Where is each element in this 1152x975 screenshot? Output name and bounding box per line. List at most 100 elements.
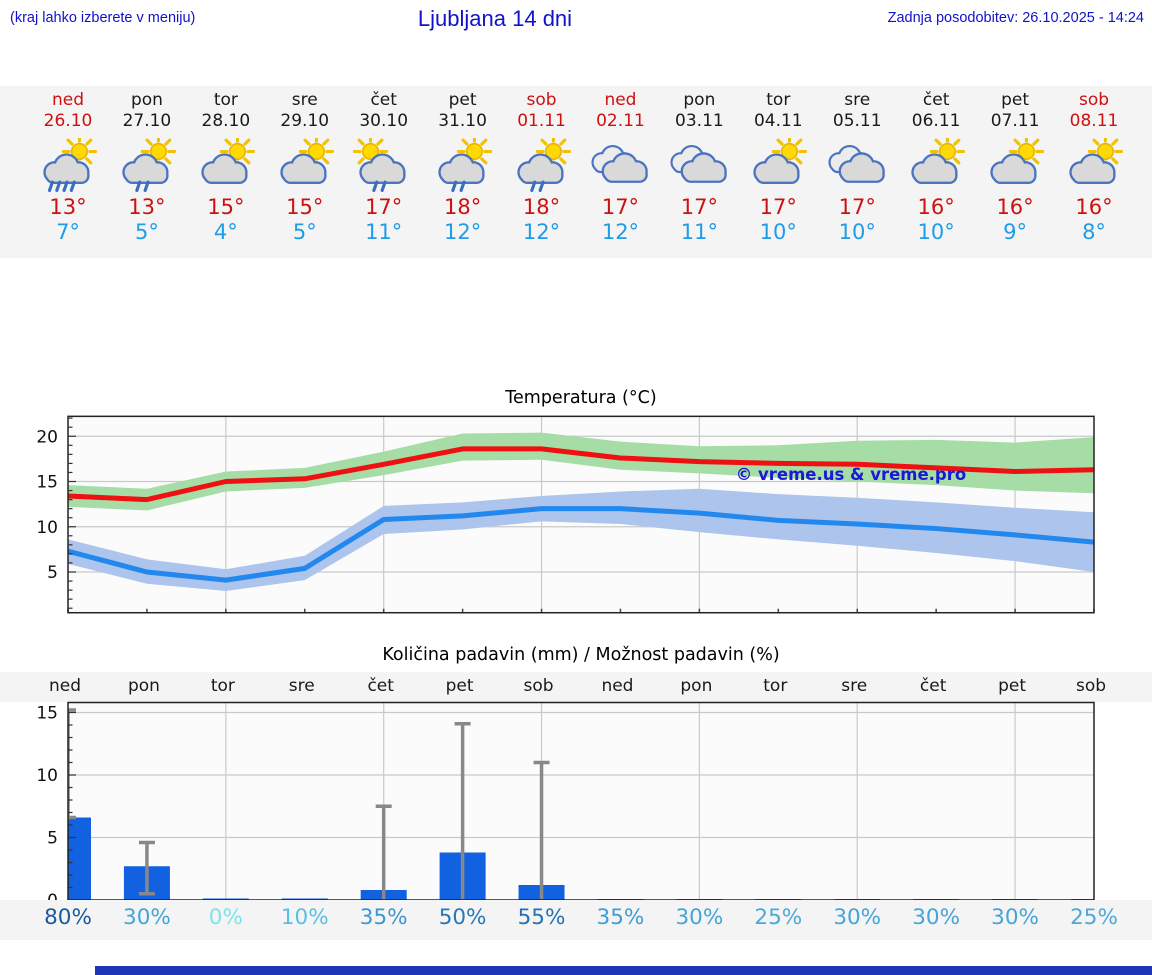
precip-probability: 30% [675, 905, 724, 930]
weather-icon-slot [736, 133, 820, 192]
day-column: sre 05.11 17° 10° [815, 90, 899, 245]
sun-cloud-icon [911, 133, 966, 184]
day-column: čet 30.10 17° 11° [342, 90, 426, 245]
weather-icon-slot [578, 138, 662, 192]
weather-icon-slot [263, 133, 347, 192]
day-column: ned 26.10 13° 7° [26, 90, 110, 245]
sun-cloud-rain-icon [122, 133, 176, 192]
high-temperature: 17° [601, 195, 640, 219]
sun-cloud-icon [990, 133, 1045, 184]
day-date: 01.11 [517, 111, 566, 131]
day-date: 02.11 [596, 111, 645, 131]
precip-day-label: tor [763, 676, 788, 696]
day-name: sre [844, 90, 871, 110]
weather-icon-slot [421, 133, 505, 192]
day-column: ned 02.11 17° 12° [578, 90, 662, 245]
precip-day-label: sre [841, 676, 868, 696]
precip-day-label-strip: ned pon tor sre čet pet sob ned pon tor sre čet pet s… [0, 672, 1152, 702]
cloudy-icon [828, 144, 885, 183]
day-name: čet [370, 90, 397, 110]
precip-probability: 30% [833, 905, 882, 930]
precip-y-tick-label: 0 [47, 891, 58, 908]
footer-bar [95, 966, 1152, 975]
precip-day-label: sob [523, 676, 554, 696]
precip-day-label: pet [998, 676, 1027, 696]
temperature-chart: 5 10 15 20 © vreme.us & vreme.pro [36, 415, 1095, 614]
high-temperature: 17° [759, 195, 797, 219]
low-temperature: 7° [56, 220, 80, 244]
precip-y-tick-label: 10 [36, 766, 58, 786]
day-name: pet [1001, 90, 1030, 110]
day-column: sob 08.11 16° 8° [1052, 90, 1136, 245]
last-update-text: Zadnja posodobitev: 26.10.2025 - 14:24 [887, 10, 1144, 26]
day-column: tor 28.10 15° 4° [184, 90, 268, 245]
day-date: 07.11 [990, 111, 1040, 131]
cloudy-icon [591, 144, 649, 183]
temp-y-tick-label: 5 [47, 563, 58, 583]
temp-y-tick-label: 20 [36, 427, 58, 447]
day-date: 05.11 [832, 111, 882, 131]
sun-cloud-icon [753, 133, 808, 184]
menu-hint-note: (kraj lahko izberete v meniju) [10, 10, 196, 26]
low-temperature: 10° [759, 220, 797, 244]
weather-icon-slot [500, 133, 584, 192]
low-temperature: 11° [680, 220, 718, 244]
day-date: 31.10 [438, 111, 487, 131]
day-column: tor 04.11 17° 10° [736, 90, 820, 245]
day-date: 06.11 [911, 111, 961, 131]
sun-cloud-rain-icon [516, 133, 571, 192]
weather-icon-slot [342, 133, 426, 192]
day-column: pon 27.10 13° 5° [105, 90, 189, 245]
day-date: 30.10 [359, 111, 409, 131]
precip-day-label: čet [367, 676, 394, 696]
high-temperature: 18° [522, 195, 561, 219]
precip-probability: 35% [359, 905, 408, 930]
high-temperature: 17° [680, 195, 718, 219]
high-temperature: 13° [128, 195, 166, 219]
high-temperature: 16° [996, 195, 1034, 219]
precip-probability: 50% [438, 905, 487, 930]
day-name: pon [130, 90, 163, 110]
day-column: pet 07.11 16° 9° [973, 90, 1057, 245]
weather-icon-slot [184, 133, 268, 192]
day-name: sob [526, 90, 557, 110]
high-temperature: 16° [917, 195, 955, 219]
sun-cloud-rain-heavy-icon [43, 133, 98, 192]
precip-bar [68, 817, 91, 900]
weather-icon-slot [894, 133, 978, 192]
precip-probability: 25% [1070, 905, 1118, 930]
low-temperature: 8° [1082, 220, 1106, 244]
day-column: sob 01.11 18° 12° [500, 90, 584, 245]
low-temperature: 5° [292, 220, 317, 244]
day-date: 28.10 [201, 111, 251, 131]
low-temperature: 10° [838, 220, 876, 244]
high-temperature: 16° [1075, 195, 1113, 219]
day-column: čet 06.11 16° 10° [894, 90, 978, 245]
high-temperature: 17° [365, 195, 403, 219]
precip-probability: 55% [517, 905, 566, 930]
precip-probability: 30% [123, 905, 171, 930]
sun-cloud-rain-icon [437, 133, 492, 192]
precip-probability: 10% [280, 905, 329, 930]
day-date: 08.11 [1069, 111, 1119, 131]
weather-icon-slot [26, 133, 110, 192]
low-temperature: 12° [522, 220, 561, 244]
low-temperature: 11° [365, 220, 403, 244]
precip-day-label: pon [127, 676, 160, 696]
high-temperature: 15° [207, 195, 245, 219]
precip-day-label: ned [48, 676, 82, 696]
high-temperature: 15° [286, 195, 324, 219]
precipitation-chart-title: Količina padavin (mm) / Možnost padavin … [382, 645, 780, 665]
sun-cloud-icon [201, 133, 255, 184]
high-temperature: 17° [838, 195, 876, 219]
day-name: ned [51, 90, 85, 110]
precip-y-tick-label: 15 [36, 704, 58, 724]
temperature-chart-title: Temperatura (°C) [505, 388, 657, 408]
weather-icon-slot [105, 133, 189, 192]
precip-probability: 25% [754, 905, 803, 930]
watermark-text: © vreme.us & vreme.pro [736, 465, 966, 484]
sun-cloud-icon [280, 133, 334, 184]
precip-day-label: ned [601, 676, 634, 696]
low-temperature: 5° [134, 220, 159, 244]
